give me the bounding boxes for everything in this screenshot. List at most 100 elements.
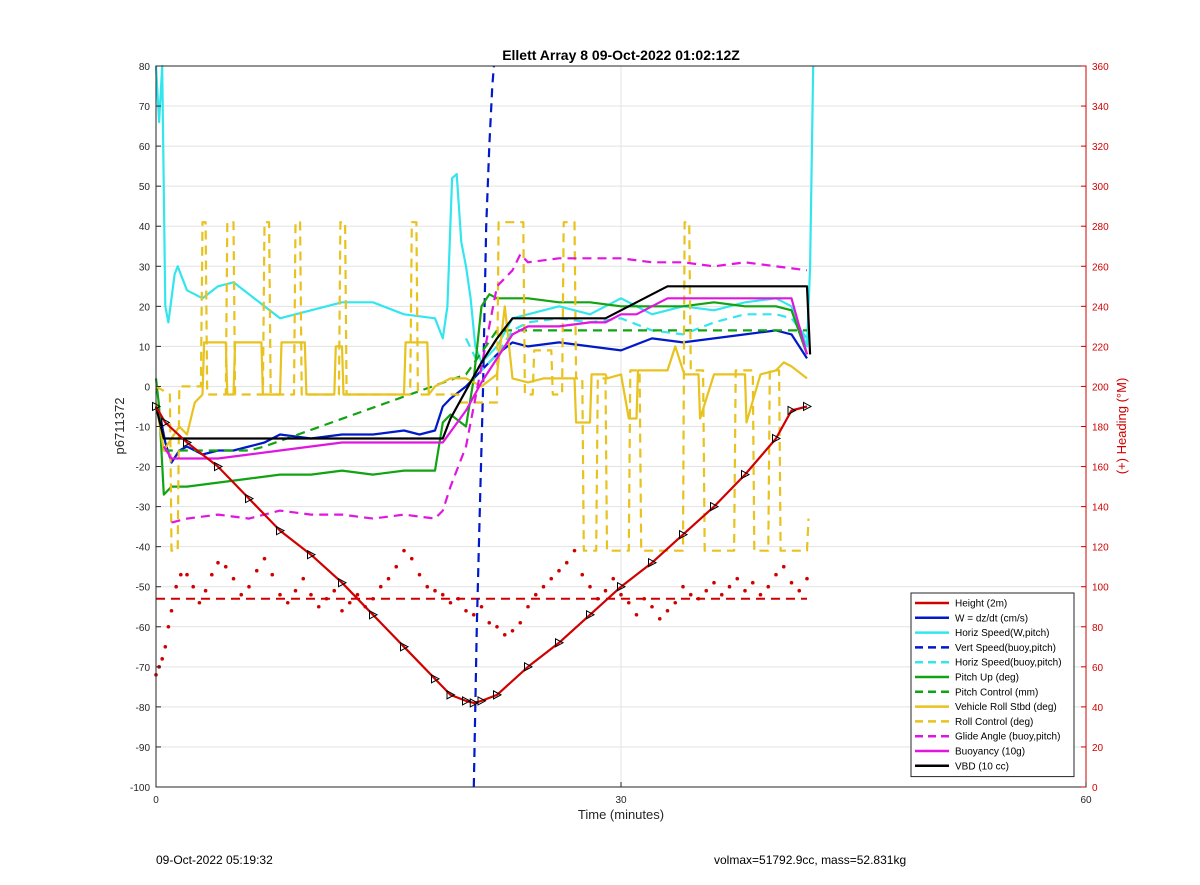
legend-label: Pitch Up (deg) <box>955 673 1019 684</box>
heading-point <box>247 584 251 589</box>
heading-point <box>394 564 399 569</box>
legend-label: Vert Speed(buoy,pitch) <box>955 643 1056 654</box>
heading-point <box>471 612 476 617</box>
series-line-pitch-control-mm <box>163 329 807 452</box>
height-marker <box>161 417 171 428</box>
series-line-vert-speed-buoy-pitch <box>472 65 495 788</box>
height-marker <box>276 525 286 536</box>
series-line-horiz-speed-buoy-pitch <box>465 313 808 372</box>
y-tick-label: 20 <box>139 302 151 313</box>
heading-point <box>580 572 585 577</box>
heading-point <box>665 608 670 613</box>
heading-point <box>758 592 763 597</box>
height-marker <box>469 698 479 708</box>
y2-tick-label: 160 <box>1092 463 1109 474</box>
heading-point <box>766 584 771 589</box>
y2-tick-label: 20 <box>1092 743 1104 754</box>
legend-label: Vehicle Roll Stbd (deg) <box>955 702 1057 713</box>
heading-point <box>160 657 164 661</box>
y2-tick-label: 140 <box>1092 503 1109 514</box>
footer-volmax-mass: volmax=51792.9cc, mass=52.831kg <box>714 853 907 867</box>
height-marker <box>369 609 379 620</box>
y2-tick-label: 360 <box>1092 62 1109 73</box>
height-marker <box>183 437 193 448</box>
heading-point <box>464 608 468 613</box>
y2-axis-label: (+) Heading (°M) <box>1114 378 1129 475</box>
height-marker <box>307 549 317 560</box>
y2-tick-label: 120 <box>1092 543 1109 554</box>
height-marker <box>710 501 720 512</box>
y-tick-label: -100 <box>130 783 150 794</box>
heading-point <box>549 576 554 581</box>
heading-point <box>518 620 523 625</box>
heading-point <box>797 588 802 593</box>
heading-point <box>270 572 275 577</box>
series-line-pitch-up-deg <box>154 293 809 496</box>
right-axis: 0 20 40 60 80 100 120 140 160 180 200 220 240 260 280 3… <box>1081 62 1109 794</box>
heading-point <box>735 576 740 581</box>
y-tick-label: 30 <box>139 262 151 273</box>
heading-point <box>781 564 786 569</box>
heading-point <box>572 548 577 553</box>
heading-point <box>417 572 422 577</box>
y-tick-label: 60 <box>139 142 151 153</box>
bottom-axis: 0 30 60 <box>153 782 1092 806</box>
height-marker <box>431 674 441 684</box>
height-marker <box>586 609 596 620</box>
heading-point <box>191 584 195 589</box>
y-tick-label: -20 <box>136 463 151 474</box>
heading-point <box>285 600 290 605</box>
heading-point <box>502 632 507 637</box>
heading-point <box>197 600 202 605</box>
legend-label: W = dz/dt (cm/s) <box>955 613 1028 624</box>
y-tick-label: -80 <box>136 703 151 714</box>
y-tick-label: 0 <box>144 382 150 393</box>
heading-point <box>448 600 453 605</box>
grid-lines <box>156 66 1086 787</box>
heading-point <box>704 588 709 593</box>
heading-point <box>541 584 546 589</box>
y-tick-label: 50 <box>139 182 151 193</box>
y-tick-label: -10 <box>136 423 151 434</box>
legend: Height (2m) W = dz/dt (cm/s) Horiz Speed(W… <box>910 592 1075 778</box>
heading-point <box>626 600 631 605</box>
y2-tick-label: 60 <box>1092 663 1104 674</box>
heading-point <box>332 588 337 593</box>
y2-tick-label: 340 <box>1092 102 1109 113</box>
heading-point <box>688 592 693 597</box>
y-tick-label: 80 <box>139 62 151 73</box>
heading-point <box>588 584 592 589</box>
heading-point <box>526 604 530 609</box>
heading-point <box>789 580 794 585</box>
height-marker <box>741 469 751 480</box>
series-line-glide-angle-buoy-pitch <box>171 253 808 524</box>
y2-tick-label: 240 <box>1092 302 1109 313</box>
heading-point <box>673 600 678 605</box>
heading-point <box>611 576 616 581</box>
heading-point <box>169 608 174 613</box>
height-marker <box>338 577 348 588</box>
legend-label: Horiz Speed(W,pitch) <box>955 628 1049 639</box>
series-line-buoyancy-10g <box>162 297 809 460</box>
y-tick-label: -60 <box>136 623 151 634</box>
heading-point <box>619 592 623 597</box>
y2-tick-label: 80 <box>1092 623 1104 634</box>
data-traces <box>152 64 815 788</box>
heading-point <box>355 592 360 597</box>
series-line-height-2m <box>155 405 808 705</box>
height-marker <box>648 557 658 568</box>
y-tick-label: 10 <box>139 342 151 353</box>
heading-point <box>402 548 406 553</box>
y2-tick-label: 200 <box>1092 382 1109 393</box>
legend-label: Height (2m) <box>955 599 1007 610</box>
height-marker <box>462 696 472 706</box>
heading-point <box>340 608 344 613</box>
height-marker <box>679 529 689 540</box>
legend-label: Glide Angle (buoy,pitch) <box>955 732 1060 743</box>
height-markers <box>152 401 813 708</box>
y-tick-label: -30 <box>136 503 151 514</box>
heading-point <box>743 588 747 593</box>
heading-point <box>681 584 685 589</box>
height-marker <box>772 433 782 444</box>
heading-point <box>278 592 282 597</box>
